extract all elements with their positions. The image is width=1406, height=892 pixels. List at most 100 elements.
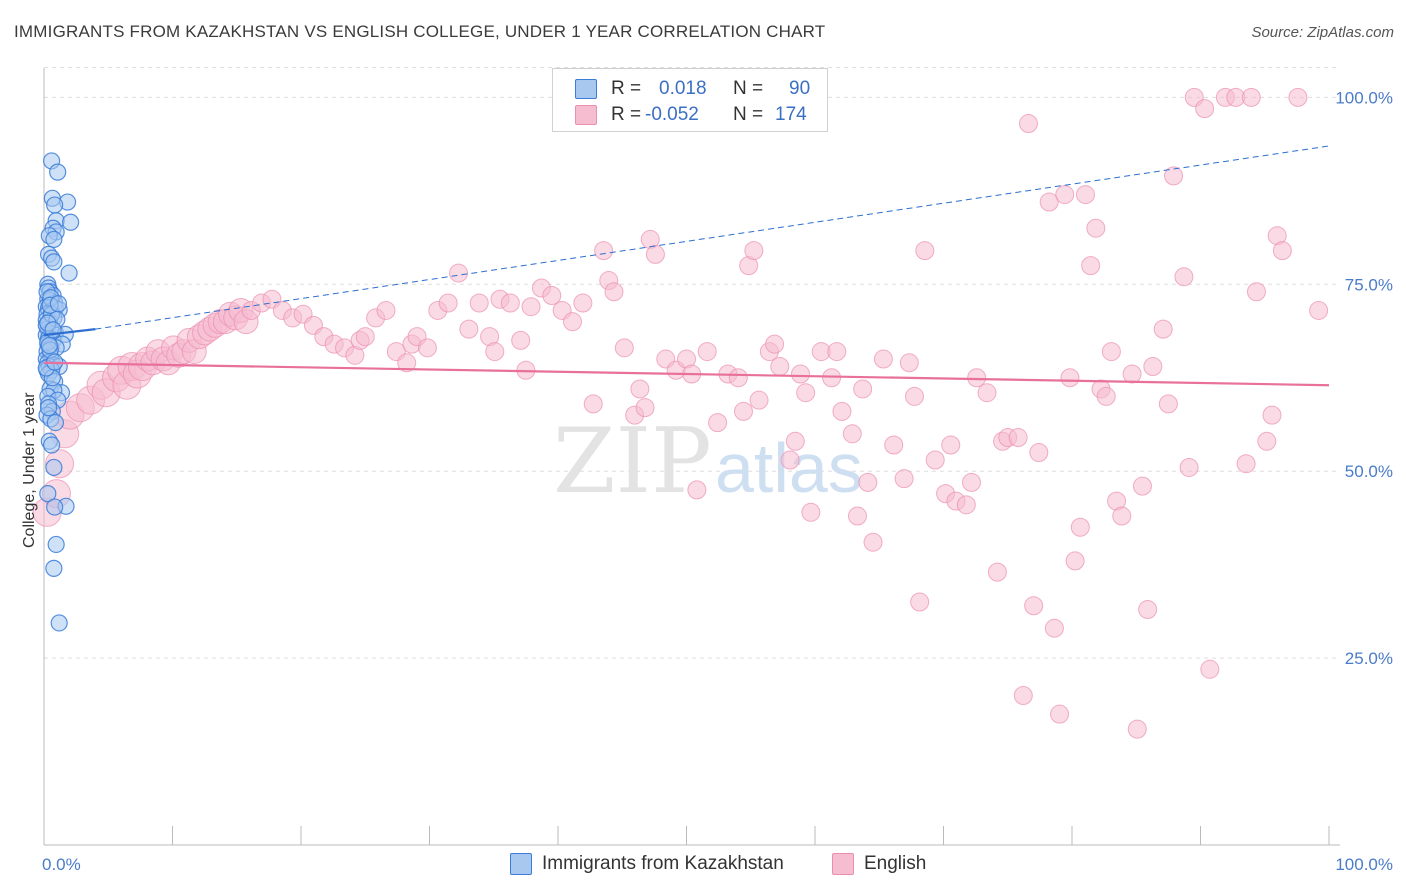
english-point	[1257, 431, 1277, 451]
english-point	[376, 300, 396, 320]
kazakhstan-point	[47, 535, 65, 554]
tick-labels: 25.0% 50.0% 75.0% 100.0% 0.0% 100.0%	[42, 88, 1393, 874]
kazakhstan-point	[45, 458, 63, 477]
english-point	[614, 338, 634, 358]
english-point	[1070, 517, 1090, 537]
english-point	[801, 502, 821, 522]
english-point	[1158, 394, 1178, 414]
legend-swatch-pink	[832, 853, 854, 875]
kazakhstan-point	[46, 413, 65, 432]
english-point	[853, 379, 873, 399]
kazakhstan-point	[45, 559, 63, 577]
english-point	[687, 480, 707, 500]
english-point	[910, 592, 930, 612]
english-point	[1138, 600, 1158, 619]
english-point	[884, 435, 904, 455]
legend-r-label: R =	[611, 104, 642, 125]
english-point	[1008, 428, 1028, 448]
english-point	[744, 241, 764, 261]
english-point	[417, 338, 437, 358]
english-point	[697, 342, 717, 362]
english-point	[941, 435, 961, 455]
english-point	[956, 495, 976, 515]
english-point	[1044, 618, 1064, 638]
english-point	[485, 342, 505, 362]
english-point	[563, 312, 583, 332]
english-point	[1132, 476, 1152, 496]
english-point	[733, 401, 753, 421]
kazakhstan-point	[40, 336, 58, 355]
kazakhstan-point	[39, 485, 57, 503]
kazakhstan-point	[49, 163, 67, 181]
y-axis-label: College, Under 1 year	[21, 392, 38, 548]
legend-r-label: R =	[611, 78, 642, 99]
x-tick-label: 0.0%	[42, 855, 81, 874]
english-point	[961, 472, 981, 492]
english-point	[1143, 357, 1163, 377]
kazakhstan-trend-line	[43, 328, 96, 337]
watermark-zip: ZIP	[553, 409, 712, 514]
english-point	[796, 383, 816, 403]
english-point	[1262, 405, 1282, 425]
legend-n-label: N =	[733, 104, 764, 125]
legend-r-value: -0.052	[645, 104, 699, 125]
legend-label-english: English	[864, 853, 927, 874]
english-point	[842, 424, 862, 444]
chart-title: IMMIGRANTS FROM KAZAKHSTAN VS ENGLISH CO…	[14, 22, 826, 41]
kazakhstan-point	[45, 230, 63, 249]
english-point	[1309, 300, 1329, 320]
english-point	[1081, 256, 1101, 276]
english-point	[863, 532, 883, 552]
english-point	[832, 401, 852, 421]
english-point	[469, 293, 489, 313]
y-tick-label: 100.0%	[1335, 88, 1393, 107]
english-point	[1241, 87, 1261, 107]
english-point	[1075, 185, 1095, 205]
english-point	[1060, 368, 1080, 388]
y-tick-label: 75.0%	[1345, 275, 1393, 294]
kazakhstan-point	[46, 196, 64, 214]
english-point	[438, 293, 458, 313]
english-point	[1122, 364, 1142, 384]
english-point	[459, 319, 479, 339]
english-point	[604, 282, 624, 302]
english-trend-line	[43, 361, 1330, 387]
english-point	[1236, 454, 1256, 474]
legend-swatch-blue	[510, 853, 532, 875]
kazakhstan-point	[39, 399, 58, 417]
english-point	[1272, 241, 1292, 261]
legend-r-value: 0.018	[659, 78, 707, 99]
english-point	[987, 562, 1007, 582]
series-english-points	[32, 87, 1329, 739]
kazakhstan-point	[49, 295, 68, 313]
english-point	[827, 342, 847, 362]
english-point	[977, 383, 997, 403]
english-point	[1127, 719, 1147, 739]
series-kazakhstan-points	[37, 152, 80, 632]
english-point	[397, 353, 417, 373]
english-point	[1101, 342, 1121, 362]
watermark: ZIP atlas	[553, 409, 863, 514]
english-point	[635, 398, 655, 418]
english-point	[1024, 596, 1044, 616]
english-point	[847, 506, 867, 526]
english-point	[728, 368, 748, 388]
english-point	[1039, 192, 1059, 212]
english-point	[1112, 506, 1132, 526]
english-point	[1246, 282, 1266, 302]
english-point	[1288, 87, 1308, 107]
english-point	[1096, 386, 1116, 406]
stats-legend: R = 0.018 N = 90 R = -0.052 N = 174	[552, 68, 828, 132]
gridlines	[44, 66, 1340, 659]
english-point	[904, 386, 924, 406]
english-point	[500, 293, 520, 313]
legend-n-value: 174	[775, 104, 807, 125]
english-point	[1164, 166, 1184, 186]
english-point	[858, 472, 878, 492]
english-point	[1195, 99, 1215, 119]
kazakhstan-point	[42, 436, 61, 454]
english-point	[899, 353, 919, 373]
english-point	[749, 390, 769, 410]
kazakhstan-trend-extension	[95, 145, 1330, 330]
english-point	[1018, 114, 1038, 134]
